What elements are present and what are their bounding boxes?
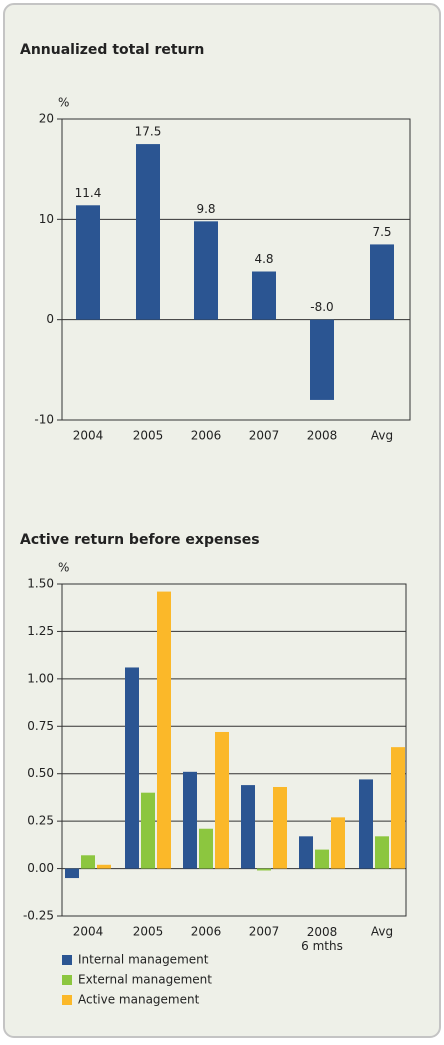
x-tick-label: Avg — [371, 925, 393, 939]
bar — [183, 771, 197, 869]
bar — [252, 271, 276, 320]
legend-label: External management — [78, 973, 212, 987]
bar — [310, 319, 334, 400]
plot-frame — [61, 583, 407, 917]
data-label: 17.5 — [135, 125, 162, 139]
bar — [257, 868, 271, 871]
y-tick-label: 1.00 — [27, 671, 54, 685]
y-tick-label: 0.75 — [27, 719, 54, 733]
y-tick-label: 20 — [39, 112, 54, 126]
bar — [375, 836, 389, 869]
x-tick-label: 2004 — [73, 429, 104, 443]
bar — [136, 144, 160, 320]
bar — [199, 828, 213, 869]
y-tick-label: 0.25 — [27, 814, 54, 828]
bar — [299, 836, 313, 869]
bar — [76, 205, 100, 320]
bar — [81, 855, 95, 869]
panel — [3, 3, 441, 1038]
chart-title: Annualized total return — [20, 42, 204, 58]
data-label: 7.5 — [372, 225, 391, 239]
legend-swatch — [62, 955, 72, 965]
data-label: 4.8 — [254, 252, 273, 266]
y-tick-label: -10 — [34, 413, 54, 427]
x-tick-label: 2005 — [133, 925, 164, 939]
x-tick-label: 2005 — [133, 429, 164, 443]
x-tick-label: 2006 — [191, 925, 222, 939]
x-tick-label: 2006 — [191, 429, 222, 443]
y-tick-label: 0.00 — [27, 861, 54, 875]
data-label: -8.0 — [310, 300, 333, 314]
bar — [273, 786, 287, 869]
chart-title: Active return before expenses — [20, 532, 260, 548]
bar — [65, 868, 79, 879]
legend-swatch — [62, 995, 72, 1005]
bar — [315, 849, 329, 869]
legend-swatch — [62, 975, 72, 985]
bar — [370, 244, 394, 320]
bar — [157, 591, 171, 869]
x-tick-label: 2008 — [307, 429, 338, 443]
bar — [97, 864, 111, 869]
bar — [125, 667, 139, 869]
bar — [141, 792, 155, 869]
bar — [331, 817, 345, 869]
y-axis-label: % — [58, 96, 69, 110]
y-tick-label: 0.50 — [27, 766, 54, 780]
bar — [194, 221, 218, 320]
legend-label: Internal management — [78, 953, 209, 967]
y-axis-label: % — [58, 561, 69, 575]
y-tick-label: 0 — [46, 312, 54, 326]
y-tick-label: 1.25 — [27, 624, 54, 638]
y-tick-label: 10 — [39, 212, 54, 226]
bar — [391, 747, 405, 869]
y-tick-label: -0.25 — [23, 909, 54, 923]
bar — [241, 785, 255, 869]
x-tick-label: 2007 — [249, 925, 280, 939]
data-label: 9.8 — [196, 202, 215, 216]
y-tick-label: 1.50 — [27, 577, 54, 591]
x-tick-label: 2007 — [249, 429, 280, 443]
x-tick-label: Avg — [371, 429, 393, 443]
legend-label: Active management — [78, 993, 200, 1007]
data-label: 11.4 — [75, 186, 102, 200]
plot-frame — [61, 118, 411, 421]
x-tick-label: 2008 6 mths — [301, 925, 343, 953]
bar — [215, 731, 229, 869]
bar — [359, 779, 373, 869]
x-tick-label: 2004 — [73, 925, 104, 939]
